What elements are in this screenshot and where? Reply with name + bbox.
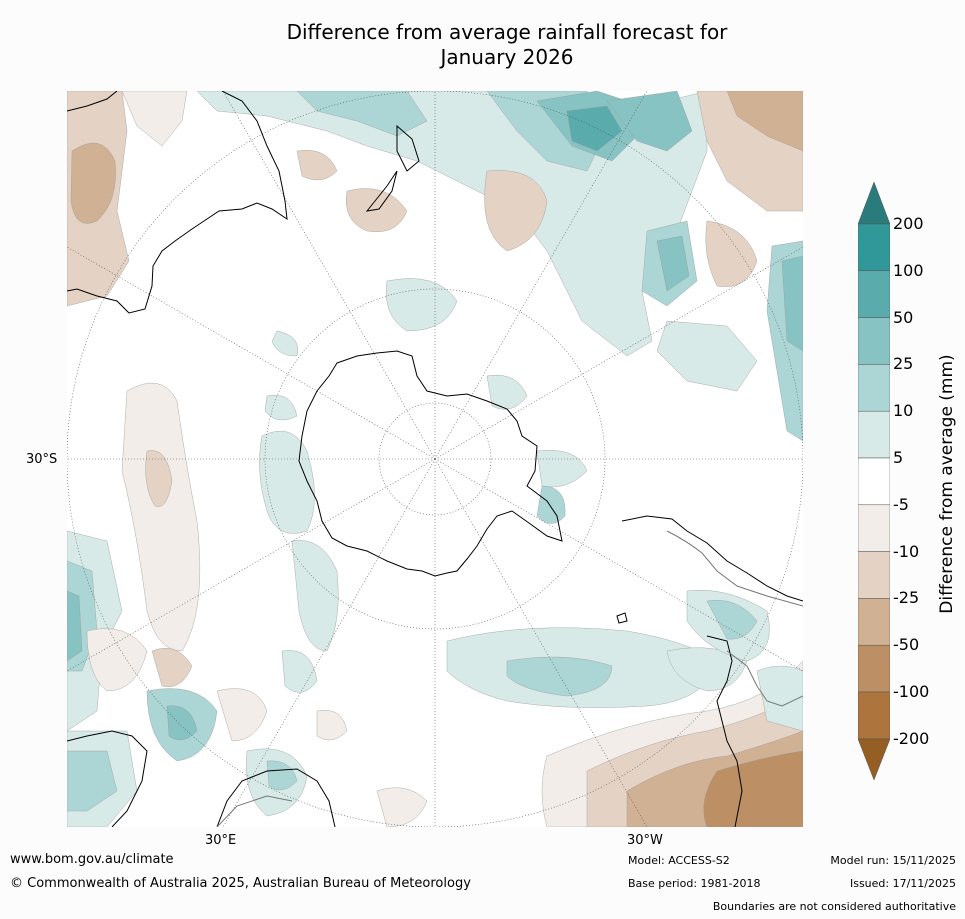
longitude-label-30e: 30°E <box>205 833 237 848</box>
footer-disclaimer: Boundaries are not considered authoritat… <box>712 900 956 913</box>
colorbar-tick-label: -50 <box>893 635 920 655</box>
colorbar-tick-label: 100 <box>893 260 924 280</box>
footer-issued: Issued: 17/11/2025 <box>849 877 956 890</box>
title-line-1: Difference from average rainfall forecas… <box>286 20 728 44</box>
longitude-label-30w: 30°W <box>627 833 663 848</box>
chart-title: Difference from average rainfall forecas… <box>0 20 965 70</box>
colorbar-bands <box>858 223 890 740</box>
colorbar-band <box>858 644 890 693</box>
colorbar-band <box>858 317 890 365</box>
colorbar-tick-label: 10 <box>893 401 914 421</box>
colorbar-tick-label: 25 <box>893 354 914 374</box>
colorbar-band <box>858 223 890 272</box>
coastlines <box>67 91 803 827</box>
footer-copyright: © Commonwealth of Australia 2025, Austra… <box>10 876 471 891</box>
colorbar-band <box>858 457 890 506</box>
colorbar-tick-label: -10 <box>893 541 920 561</box>
colorbar-tick-label: -100 <box>893 682 930 701</box>
rainfall-anomaly-map <box>67 91 803 827</box>
latitude-label-30s: 30°S <box>26 452 58 467</box>
footer-base-period: Base period: 1981-2018 <box>628 877 761 890</box>
title-line-2: January 2026 <box>440 45 574 69</box>
colorbar-band <box>858 410 890 459</box>
colorbar-tick-label: -5 <box>893 494 909 514</box>
colorbar-tick-label: 5 <box>893 448 904 467</box>
footer-model-run: Model run: 15/11/2025 <box>830 854 956 867</box>
colorbar-band <box>858 364 890 412</box>
colorbar-under-triangle <box>858 738 890 781</box>
colorbar-band <box>858 691 890 740</box>
footer-model: Model: ACCESS-S2 <box>628 854 730 867</box>
graticule <box>67 91 803 827</box>
colorbar-over-triangle <box>858 182 890 225</box>
colorbar-band <box>858 551 890 599</box>
colorbar-band <box>858 598 890 646</box>
colorbar-tick-label: 200 <box>893 214 924 233</box>
colorbar-tick-label: 50 <box>893 307 914 327</box>
colorbar-title: Difference from average (mm) <box>937 354 957 614</box>
colorbar-tick-label: -200 <box>893 728 930 748</box>
country-borders <box>216 530 803 827</box>
colorbar-tick-label: -25 <box>893 588 920 608</box>
footer-url[interactable]: www.bom.gov.au/climate <box>10 852 174 867</box>
colorbar-band <box>858 270 890 318</box>
rainfall-anomaly-fields <box>67 91 803 827</box>
colorbar <box>858 182 890 781</box>
colorbar-band <box>858 504 890 552</box>
